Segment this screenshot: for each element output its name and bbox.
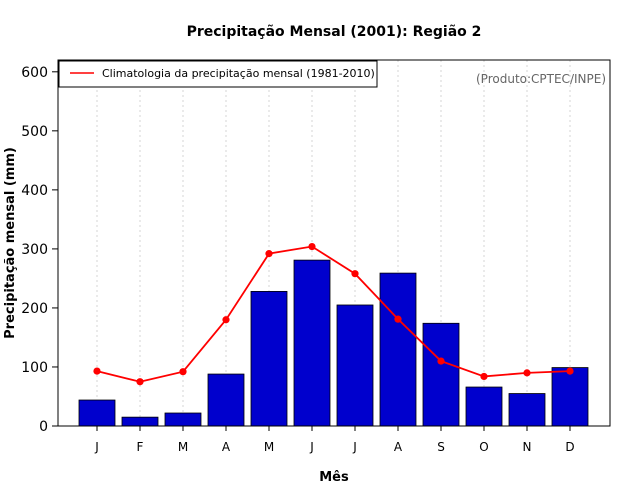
climatology-point-8 [437, 357, 445, 365]
bar-6 [336, 304, 374, 427]
y-tick-label-6: 600 [21, 65, 48, 81]
chart-title: Precipitação Mensal (2001): Região 2 [187, 24, 482, 40]
climatology-point-9 [480, 372, 488, 381]
plot-frame [57, 59, 611, 427]
source-annotation: (Produto:CPTEC/INPE) [476, 72, 606, 86]
climatology-point-2 [179, 368, 187, 376]
y-axis: 0 100 200 300 400 500 600 [21, 65, 58, 435]
legend-entry-climatology: Climatologia da precipitação mensal (198… [102, 67, 375, 80]
climatology-point-1 [136, 378, 144, 386]
bar-8 [422, 322, 460, 427]
y-tick-label-3: 300 [21, 242, 48, 258]
x-tick-label-10: N [523, 440, 532, 454]
x-tick-label-2: M [178, 440, 188, 454]
bar-10 [508, 393, 546, 427]
climatology-point-3 [222, 316, 230, 324]
climatology-point-0 [93, 367, 101, 375]
bar-9 [465, 386, 503, 427]
legend-box [58, 60, 378, 88]
climatology-line [96, 245, 571, 383]
x-tick-label-11: D [565, 440, 574, 454]
climatology-point-4 [265, 250, 273, 258]
bar-3 [207, 373, 245, 427]
x-tick-label-0: J [94, 440, 99, 454]
x-tick-label-3: A [222, 440, 231, 454]
x-axis-label: Mês [319, 470, 349, 485]
bar-0 [78, 399, 116, 427]
bar-layer [78, 259, 589, 427]
y-tick-label-0: 0 [39, 419, 48, 435]
y-axis-label: Precipitação mensal (mm) [3, 147, 18, 339]
y-tick-label-1: 100 [21, 360, 48, 376]
y-tick-label-2: 200 [21, 301, 48, 317]
x-tick-label-8: S [437, 440, 445, 454]
bar-2 [164, 412, 202, 427]
line-layer [93, 242, 574, 386]
bar-4 [250, 291, 288, 427]
climatology-point-6 [351, 270, 359, 278]
bar-7 [379, 272, 417, 427]
climatology-point-7 [394, 315, 402, 323]
x-tick-label-9: O [479, 440, 488, 454]
legend: Climatologia da precipitação mensal (198… [58, 60, 378, 88]
climatology-point-11 [566, 367, 574, 375]
bar-11 [551, 367, 589, 427]
bar-1 [121, 416, 159, 427]
x-tick-label-4: M [264, 440, 274, 454]
grid-layer [96, 60, 571, 426]
bar-5 [293, 259, 331, 427]
y-tick-label-4: 400 [21, 183, 48, 199]
x-tick-label-5: J [309, 440, 314, 454]
climatology-point-5 [308, 242, 316, 251]
climatology-point-10 [523, 369, 531, 377]
x-tick-label-1: F [137, 440, 144, 454]
x-tick-label-7: A [394, 440, 403, 454]
y-tick-label-5: 500 [21, 124, 48, 140]
x-tick-label-6: J [352, 440, 357, 454]
